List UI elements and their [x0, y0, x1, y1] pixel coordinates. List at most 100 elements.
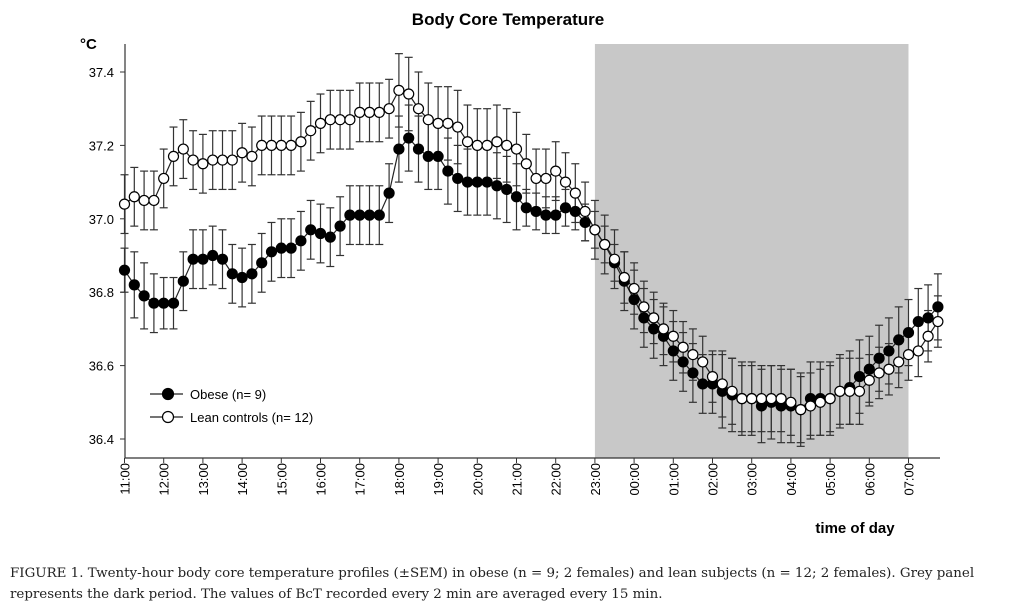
obese-data-point [893, 334, 905, 346]
obese-data-point [863, 363, 875, 375]
obese-data-point [491, 180, 503, 192]
lean-data-point [834, 385, 846, 397]
obese-data-point [510, 191, 523, 203]
lean-data-point [432, 117, 444, 129]
obese-data-point [285, 242, 297, 254]
obese-data-point [530, 205, 542, 218]
obese-data-point [236, 271, 248, 284]
obese-data-point [628, 293, 640, 306]
lean-data-point [138, 194, 150, 207]
x-tick-label: 01:00 [666, 463, 681, 496]
obese-data-point [314, 227, 327, 240]
obese-data-point [118, 264, 131, 276]
lean-data-point [216, 154, 229, 166]
y-tick-label: 37.0 [89, 212, 114, 227]
legend-label: Obese (n= 9) [190, 387, 266, 402]
x-tick-label: 23:00 [588, 463, 603, 496]
lean-data-point [628, 282, 640, 295]
obese-data-point [226, 268, 238, 280]
lean-data-point [540, 172, 552, 185]
obese-data-point [246, 268, 258, 280]
x-axis-label: time of day [815, 520, 895, 537]
x-tick-label: 13:00 [196, 463, 211, 496]
lean-data-point [207, 154, 219, 166]
lean-data-point [893, 356, 905, 368]
obese-data-point [216, 253, 229, 265]
lean-data-point [501, 139, 513, 151]
obese-data-point [442, 165, 454, 177]
x-tick-label: 12:00 [157, 463, 172, 496]
lean-data-point [559, 176, 572, 188]
obese-data-point [912, 315, 924, 328]
obese-data-point [177, 275, 189, 287]
obese-data-point [667, 345, 679, 357]
obese-data-point [295, 235, 307, 247]
x-tick-label: 06:00 [862, 463, 877, 496]
lean-data-point [765, 393, 777, 405]
obese-data-point [354, 209, 366, 221]
obese-data-point [461, 176, 474, 188]
lean-data-point [275, 139, 287, 151]
chart-title: Body Core Temperature [412, 10, 604, 29]
obese-data-point [207, 249, 219, 262]
x-tick-label: 14:00 [235, 463, 250, 496]
obese-data-point [638, 312, 650, 324]
obese-data-point [648, 323, 660, 335]
x-tick-label: 17:00 [353, 463, 368, 496]
lean-data-point [599, 238, 611, 251]
x-tick-label: 18:00 [392, 463, 407, 496]
x-tick-label: 21:00 [510, 463, 525, 496]
lean-data-point [863, 374, 875, 386]
obese-data-point [197, 253, 209, 265]
obese-data-point [697, 378, 709, 390]
lean-data-point [638, 301, 650, 313]
lean-data-point [334, 114, 346, 126]
legend-label: Lean controls (n= 12) [190, 410, 313, 425]
lean-data-point [550, 165, 562, 177]
obese-data-point [481, 176, 493, 188]
lean-data-point [285, 139, 297, 151]
obese-data-point [412, 143, 425, 155]
lean-data-point [481, 139, 493, 151]
lean-data-point [422, 114, 434, 126]
lean-data-point [520, 158, 532, 170]
obese-data-point [138, 290, 150, 302]
lean-data-point [383, 103, 395, 115]
lean-data-point [118, 198, 131, 210]
obese-data-point [344, 209, 356, 221]
lean-data-point [844, 385, 856, 397]
lean-data-point [795, 404, 807, 416]
lean-data-point [491, 136, 503, 148]
obese-data-point [883, 345, 895, 357]
lean-data-point [246, 150, 258, 163]
lean-data-point [922, 330, 934, 342]
lean-data-point [314, 117, 327, 129]
y-tick-label: 36.4 [89, 432, 114, 447]
x-tick-label: 11:00 [118, 463, 133, 495]
legend-marker-lean [161, 410, 175, 424]
lean-data-point [618, 271, 630, 284]
x-tick-label: 00:00 [627, 463, 642, 496]
lean-data-point [452, 121, 464, 133]
obese-data-point [853, 371, 866, 383]
lean-data-point [824, 393, 836, 405]
obese-data-point [403, 132, 415, 144]
lean-data-point [373, 106, 385, 118]
obese-data-point [393, 143, 405, 155]
lean-data-point [305, 125, 317, 137]
lean-data-point [608, 253, 621, 265]
obese-data-point [550, 209, 562, 221]
lean-data-point [158, 172, 170, 185]
lean-data-point [265, 139, 278, 151]
x-tick-label: 20:00 [470, 463, 485, 496]
figure-caption: FIGURE 1. Twenty-hour body core temperat… [10, 566, 975, 602]
lean-data-point [677, 341, 689, 353]
obese-data-point [305, 224, 317, 236]
lean-data-point [412, 103, 425, 115]
lean-data-point [226, 154, 238, 166]
lean-data-point [148, 194, 160, 207]
lean-data-point [167, 150, 180, 163]
obese-data-point [148, 297, 160, 309]
lean-data-point [589, 224, 601, 236]
lean-data-point [187, 154, 199, 166]
